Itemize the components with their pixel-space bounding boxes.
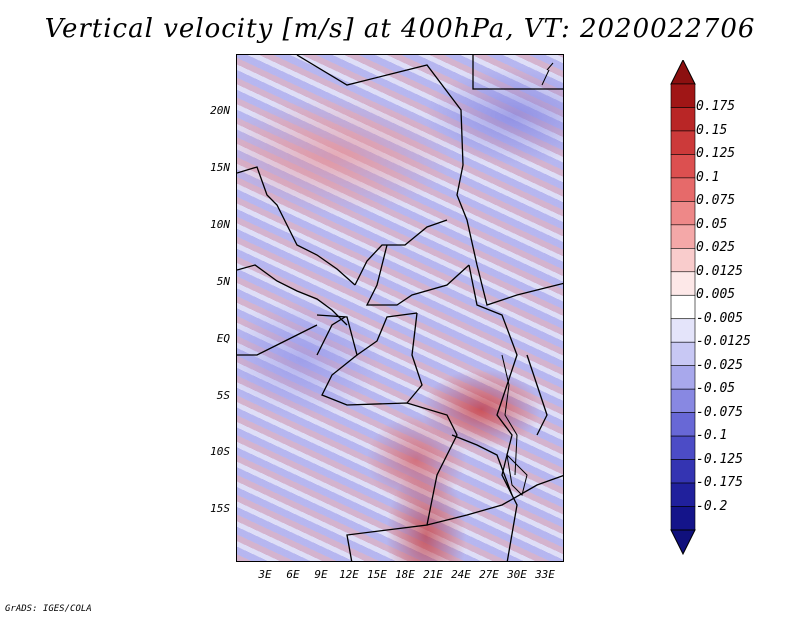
colorbar-label: -0.025 [696,357,743,373]
lon-label-9e: 9E [314,568,328,581]
vertical-velocity-map [236,54,564,562]
colorbar-label: -0.1 [696,428,728,444]
colorbar-top-arrow [670,60,696,85]
colorbar-segment [670,177,696,202]
lon-label-18e: 18E [395,568,415,581]
country-borders [237,55,563,561]
colorbar-segment [670,318,696,343]
colorbar-segment [670,341,696,366]
lon-label-33e: 33E [535,568,555,581]
colorbar-label: 0.125 [696,146,736,162]
lat-label-15s: 15S [210,502,230,515]
colorbar-segment [670,365,696,390]
lon-label-24e: 24E [451,568,471,581]
colorbar-segment [670,271,696,296]
colorbar-label: -0.075 [696,404,743,420]
colorbar-segment [670,482,696,507]
colorbar-segment [670,224,696,249]
colorbar-segment [670,83,696,108]
colorbar-label: -0.0125 [696,334,751,350]
colorbar-label: -0.175 [696,475,743,491]
colorbar-label: -0.125 [696,451,743,467]
colorbar-label: -0.05 [696,381,736,397]
colorbar-bottom-arrow [670,529,696,556]
colorbar-segment [670,107,696,132]
colorbar-segment [670,459,696,484]
lat-label-10n: 10N [210,218,230,231]
colorbar-segment [670,435,696,460]
colorbar-label: 0.005 [696,287,736,303]
lat-label-5s: 5S [216,389,230,402]
colorbar-label: 0.075 [696,193,736,209]
lon-label-12e: 12E [339,568,359,581]
lon-label-15e: 15E [367,568,387,581]
colorbar-label: 0.15 [696,122,728,138]
colorbar-label: 0.025 [696,240,736,256]
lat-label-eq: EQ [216,332,230,345]
lon-label-30e: 30E [507,568,527,581]
lon-label-21e: 21E [423,568,443,581]
lat-label-15n: 15N [210,161,230,174]
colorbar-label: 0.0125 [696,263,743,279]
colorbar-segment [670,201,696,226]
colorbar-segment [670,412,696,437]
lat-label-10s: 10S [210,445,230,458]
lat-label-20n: 20N [210,104,230,117]
lat-label-5n: 5N [216,275,230,288]
lon-label-27e: 27E [479,568,499,581]
grads-credit: GrADS: IGES/COLA [5,604,92,614]
colorbar [670,60,696,556]
lon-label-6e: 6E [286,568,300,581]
colorbar-label: 0.175 [696,99,736,115]
colorbar-segments [670,83,696,531]
colorbar-segment [670,154,696,179]
lon-label-3e: 3E [258,568,272,581]
colorbar-label: -0.005 [696,310,743,326]
colorbar-label: 0.1 [696,169,720,185]
colorbar-segment [670,506,696,531]
colorbar-segment [670,388,696,413]
colorbar-label: 0.05 [696,216,728,232]
chart-title: Vertical velocity [m/s] at 400hPa, VT: 2… [44,14,756,44]
colorbar-segment [670,294,696,320]
colorbar-label: -0.2 [696,498,728,514]
colorbar-segment [670,248,696,273]
colorbar-segment [670,130,696,155]
